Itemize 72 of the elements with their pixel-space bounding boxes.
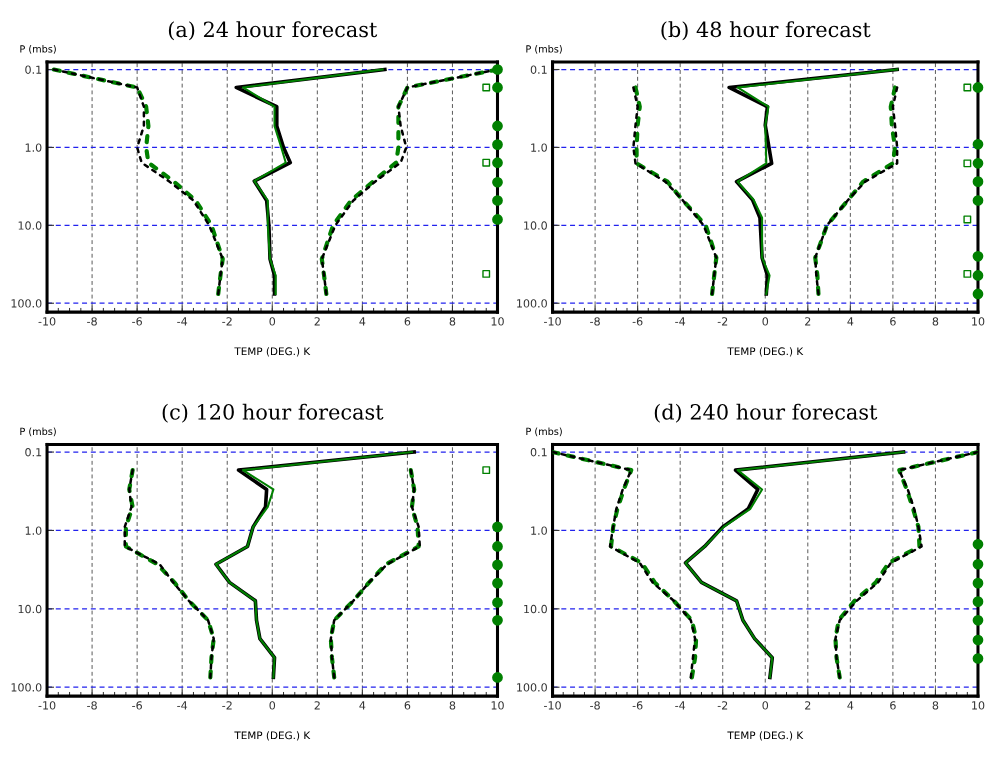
- x-tick-label: 2: [805, 317, 811, 326]
- x-tick-label: -4: [675, 701, 686, 710]
- y-axis-title: P (mbs): [526, 45, 562, 54]
- x-tick-label: -10: [544, 701, 561, 710]
- x-tick-label: -8: [590, 317, 600, 326]
- x-tick-label: 0: [762, 701, 769, 710]
- x-tick-label: -6: [132, 701, 142, 710]
- y-tick-label: 100.0: [517, 299, 547, 308]
- y-tick-label: 1.0: [25, 143, 42, 152]
- x-tick-label: 2: [314, 317, 320, 326]
- y-axis-title: P (mbs): [20, 45, 56, 54]
- x-tick-label: -6: [132, 317, 142, 326]
- x-axis-title: TEMP (DEG.) K: [727, 347, 804, 357]
- y-tick-label: 0.1: [530, 448, 547, 457]
- x-tick-label: 10: [491, 317, 504, 326]
- x-tick-label: 2: [805, 701, 811, 710]
- x-tick-label: 0: [269, 317, 276, 326]
- x-tick-label: 2: [314, 701, 320, 710]
- x-tick-label: 10: [491, 701, 504, 710]
- x-tick-label: 0: [762, 317, 769, 326]
- chart-title: (d) 240 hour forecast: [654, 403, 878, 423]
- x-tick-label: -10: [38, 701, 56, 710]
- x-tick-label: -8: [87, 701, 97, 710]
- x-tick-label: 4: [847, 317, 854, 326]
- x-tick-label: 0: [269, 701, 276, 710]
- x-tick-label: 8: [932, 701, 939, 710]
- x-tick-label: -2: [717, 317, 728, 326]
- x-tick-label: -10: [38, 317, 56, 326]
- y-tick-label: 10.0: [18, 221, 42, 230]
- y-tick-label: 10.0: [524, 221, 547, 230]
- x-tick-label: -8: [590, 701, 600, 710]
- y-axis-title: P (mbs): [526, 427, 562, 437]
- x-tick-label: 8: [932, 317, 939, 326]
- y-axis-title: P (mbs): [20, 427, 56, 437]
- chart-title: (c) 120 hour forecast: [162, 403, 384, 423]
- x-tick-label: -2: [717, 701, 728, 710]
- x-tick-label: 4: [359, 317, 366, 326]
- y-tick-label: 1.0: [531, 143, 547, 152]
- y-tick-label: 1.0: [531, 526, 547, 535]
- x-tick-label: 8: [449, 317, 456, 326]
- y-tick-label: 0.1: [530, 65, 547, 74]
- x-tick-label: 4: [359, 701, 366, 710]
- y-tick-label: 10.0: [524, 604, 547, 614]
- chart-title: (b) 48 hour forecast: [661, 21, 871, 41]
- x-axis-title: TEMP (DEG.) K: [234, 731, 311, 741]
- x-tick-label: -2: [222, 701, 232, 710]
- y-tick-label: 1.0: [25, 526, 42, 535]
- chart-title: (a) 24 hour forecast: [168, 21, 378, 41]
- x-tick-label: 4: [847, 701, 854, 710]
- y-tick-label: 100.0: [11, 299, 42, 308]
- x-tick-label: -6: [632, 701, 643, 710]
- x-axis-title: TEMP (DEG.) K: [727, 731, 804, 741]
- x-tick-label: -4: [177, 701, 188, 710]
- x-tick-label: -8: [87, 317, 97, 326]
- x-tick-label: 10: [972, 701, 985, 710]
- x-tick-label: -4: [177, 317, 188, 326]
- x-tick-label: 6: [404, 701, 411, 710]
- x-tick-label: -2: [222, 317, 232, 326]
- y-tick-label: 0.1: [25, 65, 42, 74]
- x-tick-label: 6: [890, 701, 896, 710]
- x-tick-label: 10: [972, 317, 985, 326]
- x-axis-title: TEMP (DEG.) K: [234, 347, 311, 357]
- x-tick-label: -4: [675, 317, 686, 326]
- x-tick-label: 6: [404, 317, 411, 326]
- x-tick-label: -6: [632, 317, 643, 326]
- y-tick-label: 10.0: [18, 604, 42, 614]
- y-tick-label: 0.1: [25, 448, 42, 457]
- x-tick-label: 8: [449, 701, 456, 710]
- y-tick-label: 100.0: [11, 683, 42, 692]
- y-tick-label: 100.0: [517, 683, 547, 692]
- x-tick-label: -10: [544, 317, 561, 326]
- x-tick-label: 6: [890, 317, 896, 326]
